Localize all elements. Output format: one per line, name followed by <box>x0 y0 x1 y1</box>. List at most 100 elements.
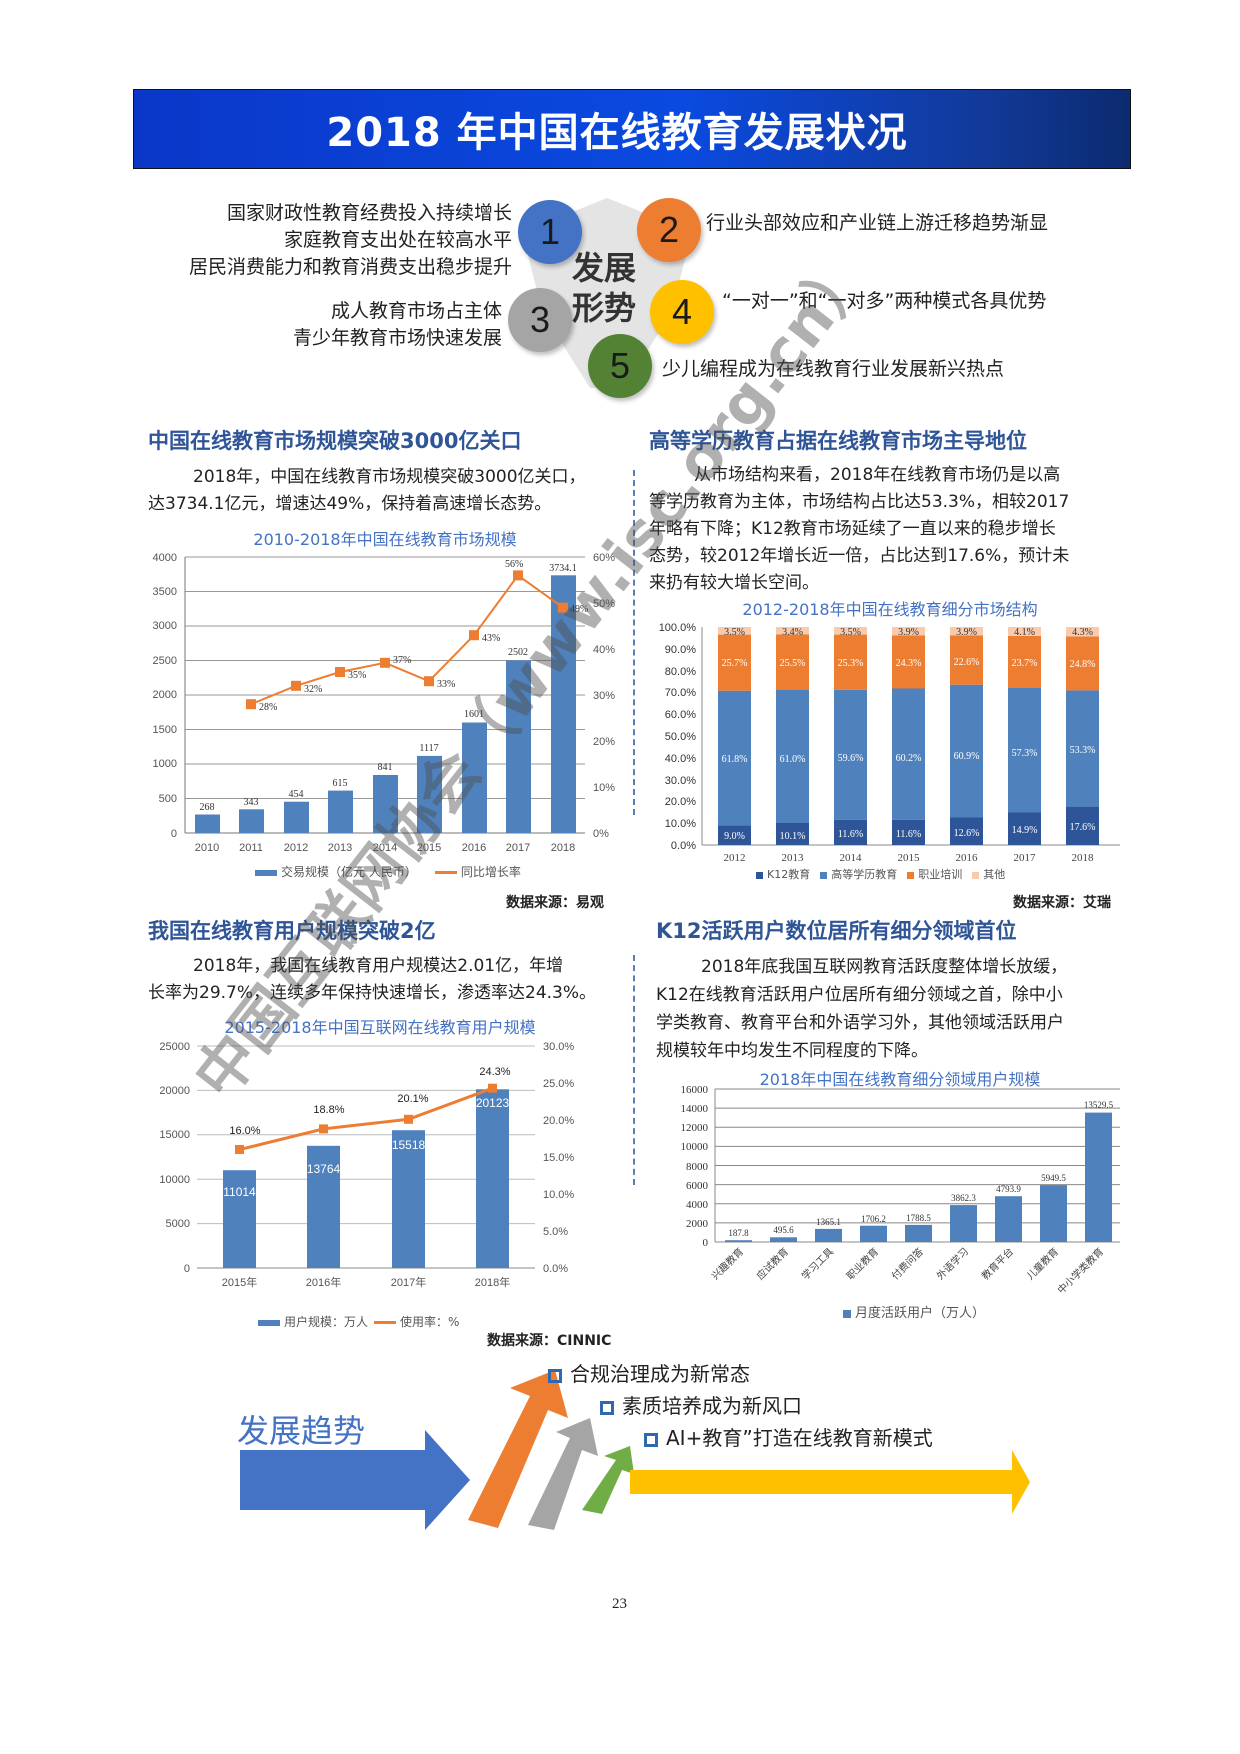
svg-text:22.6%: 22.6% <box>954 657 980 668</box>
svg-text:3.4%: 3.4% <box>782 627 803 638</box>
svg-text:15.0%: 15.0% <box>543 1152 574 1164</box>
svg-text:9.0%: 9.0% <box>724 831 745 842</box>
future-trend-1: 合规治理成为新常态 <box>548 1358 750 1387</box>
svg-text:0.0%: 0.0% <box>543 1263 568 1275</box>
chart-title-market-structure: 2012-2018年中国在线教育细分市场结构 <box>742 600 1038 619</box>
svg-text:职业教育: 职业教育 <box>844 1245 881 1282</box>
svg-text:2500: 2500 <box>153 655 177 667</box>
market-size-chart: 0 500 1000 1500 2000 2500 3000 3500 4000… <box>145 545 635 875</box>
svg-text:外语学习: 外语学习 <box>934 1245 971 1282</box>
svg-text:2015: 2015 <box>417 842 441 854</box>
svg-text:2502: 2502 <box>508 647 528 658</box>
svg-text:268: 268 <box>200 802 215 813</box>
svg-text:100.0%: 100.0% <box>659 622 697 634</box>
svg-text:0: 0 <box>171 828 177 840</box>
source-yiguan: 数据来源：易观 <box>506 895 604 911</box>
svg-text:5949.5: 5949.5 <box>1041 1173 1066 1183</box>
number-1-badge: 1 <box>518 200 582 264</box>
trend-3-text: 成人教育市场占主体 青少年教育市场快速发展 <box>292 300 502 349</box>
svg-text:中小学类教育: 中小学类教育 <box>1055 1245 1107 1297</box>
market-size-paragraph: 2018年，中国在线教育市场规模突破3000亿关口， 达3734.1亿元，增速达… <box>148 467 586 514</box>
svg-text:15518: 15518 <box>392 1138 426 1152</box>
svg-text:50%: 50% <box>593 598 615 610</box>
segments-legend: 月度活跃用户（万人） <box>843 1302 985 1321</box>
svg-text:4.3%: 4.3% <box>1072 627 1093 638</box>
svg-text:20.0%: 20.0% <box>665 796 696 808</box>
svg-text:1500: 1500 <box>153 724 177 736</box>
number-4-badge: 4 <box>650 280 714 344</box>
chart-title-market-size: 2010-2018年中国在线教育市场规模 <box>253 530 517 549</box>
market-structure-paragraph: 从市场结构来看，2018年在线教育市场仍是以高 等学历教育为主体，市场结构占比达… <box>649 465 1070 593</box>
svg-text:80.0%: 80.0% <box>665 666 696 678</box>
svg-text:3.5%: 3.5% <box>724 627 745 638</box>
svg-text:12.6%: 12.6% <box>954 828 980 839</box>
future-trend-3: AI+教育”打造在线教育新模式 <box>644 1422 933 1451</box>
svg-text:24.3%: 24.3% <box>896 658 922 669</box>
trend-2-text: 行业头部效应和产业链上游迁移趋势渐显 <box>706 212 1049 234</box>
svg-text:4793.9: 4793.9 <box>996 1184 1021 1194</box>
svg-text:841: 841 <box>378 762 393 773</box>
svg-text:2017年: 2017年 <box>391 1275 426 1289</box>
svg-text:1117: 1117 <box>419 743 438 754</box>
hub-label: 发展 形势 <box>572 249 637 327</box>
title-banner: 2018 年中国在线教育发展状况 <box>133 89 1131 169</box>
legend-item-vocational: 职业培训 <box>907 866 962 882</box>
svg-text:14.9%: 14.9% <box>1012 825 1038 836</box>
svg-text:2015: 2015 <box>898 852 921 864</box>
svg-text:25.7%: 25.7% <box>722 658 748 669</box>
future-trends-label: 发展趋势 <box>237 1412 366 1450</box>
svg-text:0: 0 <box>184 1263 190 1275</box>
trend-4-text: “一对一”和“一对多”两种模式各具优势 <box>722 290 1047 312</box>
svg-text:教育平台: 教育平台 <box>979 1245 1016 1282</box>
svg-text:兴趣教育: 兴趣教育 <box>709 1245 746 1282</box>
svg-text:8000: 8000 <box>686 1161 709 1173</box>
svg-text:61.0%: 61.0% <box>780 754 806 765</box>
svg-text:61.8%: 61.8% <box>722 754 748 765</box>
svg-text:30%: 30% <box>593 690 615 702</box>
svg-text:30.0%: 30.0% <box>543 1041 574 1053</box>
svg-text:10.1%: 10.1% <box>780 831 806 842</box>
svg-text:1788.5: 1788.5 <box>906 1213 931 1223</box>
svg-text:儿童教育: 儿童教育 <box>1024 1245 1061 1282</box>
column-divider <box>633 955 635 1185</box>
legend-item-user-scale: 用户规模：万人 <box>258 1313 368 1330</box>
svg-text:2011: 2011 <box>239 842 263 854</box>
svg-text:20123: 20123 <box>476 1096 510 1110</box>
svg-text:1601: 1601 <box>464 709 484 720</box>
svg-text:0%: 0% <box>593 828 609 840</box>
svg-text:11014: 11014 <box>223 1185 256 1199</box>
svg-text:2014: 2014 <box>840 852 863 864</box>
svg-text:2016年: 2016年 <box>306 1275 341 1289</box>
chart-title-users: 2015-2018年中国互联网在线教育用户规模 <box>224 1018 536 1037</box>
source-iresearch: 数据来源：艾瑞 <box>1013 895 1111 911</box>
users-legend: 用户规模：万人 使用率：% <box>258 1313 459 1330</box>
svg-text:2013: 2013 <box>328 842 352 854</box>
svg-text:50.0%: 50.0% <box>665 731 696 743</box>
svg-text:23.7%: 23.7% <box>1012 658 1038 669</box>
svg-text:0.0%: 0.0% <box>671 840 696 852</box>
legend-item-usage-rate: 使用率：% <box>374 1313 459 1330</box>
svg-text:13529.5: 13529.5 <box>1084 1100 1114 1110</box>
svg-text:60.0%: 60.0% <box>665 709 696 721</box>
svg-text:59.6%: 59.6% <box>838 753 864 764</box>
svg-text:70.0%: 70.0% <box>665 687 696 699</box>
svg-text:2017: 2017 <box>1014 852 1037 864</box>
svg-text:11.6%: 11.6% <box>838 829 863 840</box>
svg-text:10000: 10000 <box>159 1174 190 1186</box>
svg-text:10000: 10000 <box>681 1141 709 1153</box>
number-2-badge: 2 <box>637 198 701 262</box>
svg-text:2018: 2018 <box>551 842 575 854</box>
legend-item-higher-ed: 高等学历教育 <box>820 866 897 882</box>
svg-text:30.0%: 30.0% <box>665 775 696 787</box>
svg-text:1706.2: 1706.2 <box>861 1214 886 1224</box>
svg-text:33%: 33% <box>437 679 455 690</box>
svg-text:495.6: 495.6 <box>773 1225 794 1235</box>
chart-title-segments: 2018年中国在线教育细分领域用户规模 <box>759 1070 1041 1089</box>
svg-text:20%: 20% <box>593 736 615 748</box>
svg-text:10.0%: 10.0% <box>543 1189 574 1201</box>
svg-text:49%: 49% <box>570 604 588 615</box>
k12-paragraph: 2018年底我国互联网教育活跃度整体增长放缓， K12在线教育活跃用户位居所有细… <box>656 957 1068 1061</box>
svg-text:35%: 35% <box>348 670 366 681</box>
svg-text:3500: 3500 <box>153 586 177 598</box>
section-title-market-size: 中国在线教育市场规模突破3000亿关口 <box>148 429 522 453</box>
